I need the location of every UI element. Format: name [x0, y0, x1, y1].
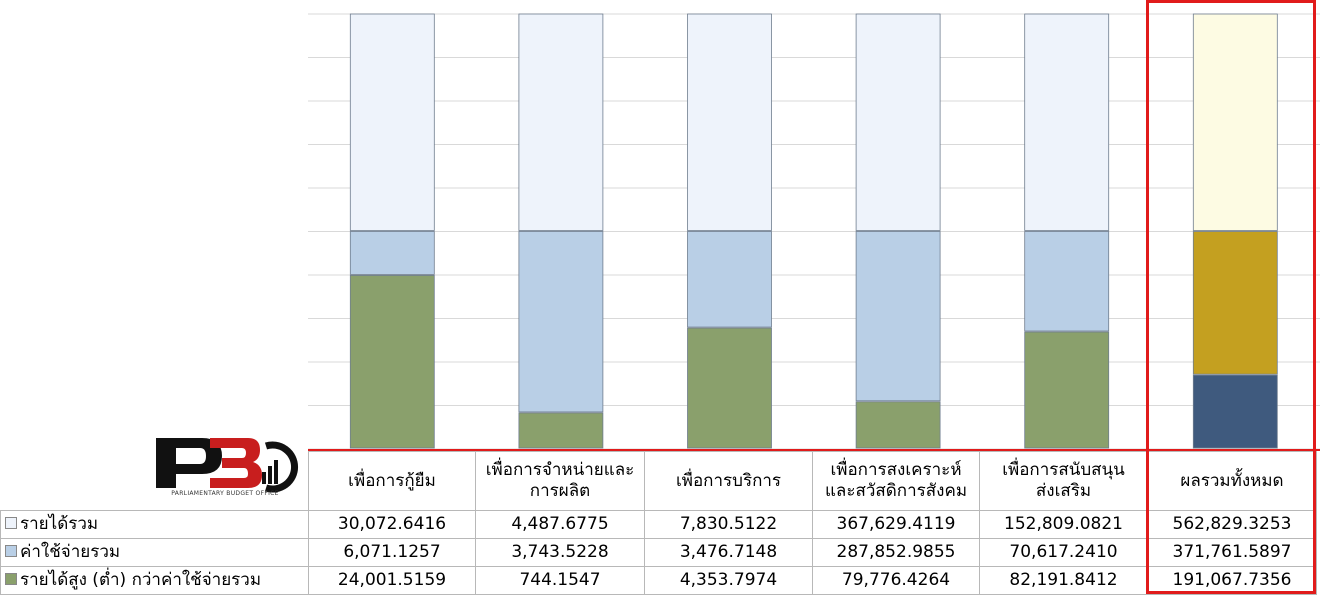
legend-swatch [5, 517, 17, 529]
table-cell: 562,829.3253 [1147, 510, 1317, 539]
bar-segment [687, 327, 772, 449]
legend-swatch [5, 545, 17, 557]
bar-segment [1024, 13, 1110, 231]
bar-segment [349, 13, 435, 231]
table-row: รายได้สูง (ต่ำ) กว่าค่าใช้จ่ายรวม 24,001… [0, 566, 1317, 595]
bar-segment [855, 231, 941, 402]
bar-segment [687, 13, 772, 231]
pbo-logo [156, 438, 299, 493]
table-cell: 70,617.2410 [979, 538, 1148, 567]
table-cell: 744.1547 [475, 566, 645, 595]
table-cell: 287,852.9855 [812, 538, 980, 567]
legend-label: ค่าใช้จ่ายรวม [0, 538, 309, 567]
table-cell: 152,809.0821 [979, 510, 1148, 539]
legend-swatch [5, 573, 17, 585]
table-cell: 4,353.7974 [644, 566, 813, 595]
table-cell: 6,071.1257 [308, 538, 476, 567]
bar-segment [1024, 331, 1110, 449]
table-cell: 7,830.5122 [644, 510, 813, 539]
table-cell: 30,072.6416 [308, 510, 476, 539]
table-cell: 4,487.6775 [475, 510, 645, 539]
data-table: เพื่อการกู้ยืม เพื่อการจำหน่ายและ การผลิต… [0, 451, 1317, 595]
table-cell: 367,629.4119 [812, 510, 980, 539]
stacked-bar-chart [308, 13, 1320, 450]
legend-label: รายได้รวม [0, 510, 309, 539]
table-cell: 82,191.8412 [979, 566, 1148, 595]
table-cell: 371,761.5897 [1147, 538, 1317, 567]
category-header: เพื่อการสนับสนุน ส่งเสริม [979, 451, 1148, 511]
category-header: ผลรวมทั้งหมด [1147, 451, 1317, 511]
bar-segment [687, 231, 772, 328]
bar-segment [518, 231, 604, 413]
category-header: เพื่อการกู้ยืม [308, 451, 476, 511]
table-cell: 3,743.5228 [475, 538, 645, 567]
table-cell: 79,776.4264 [812, 566, 980, 595]
table-cell: 191,067.7356 [1147, 566, 1317, 595]
bar-segment [518, 412, 604, 449]
legend-label: รายได้สูง (ต่ำ) กว่าค่าใช้จ่ายรวม [0, 566, 309, 595]
plot-baseline [308, 449, 1320, 451]
table-cell: 3,476.7148 [644, 538, 813, 567]
bar-segment [518, 13, 604, 231]
bar-segment [855, 401, 941, 449]
bar-segment [1024, 231, 1110, 332]
logo-caption: PARLIAMENTARY BUDGET OFFICE [171, 490, 279, 497]
table-row: รายได้รวม 30,072.6416 4,487.6775 7,830.5… [0, 510, 1317, 539]
bar-segment [349, 231, 435, 275]
category-header: เพื่อการบริการ [644, 451, 813, 511]
table-row: ค่าใช้จ่ายรวม 6,071.1257 3,743.5228 3,47… [0, 538, 1317, 567]
bar-segment [1192, 374, 1278, 449]
table-corner [1, 452, 309, 511]
bar-segment [1192, 231, 1278, 375]
table-header-row: เพื่อการกู้ยืม เพื่อการจำหน่ายและ การผลิต… [1, 451, 1317, 511]
table-cell: 24,001.5159 [308, 566, 476, 595]
bar-segment [855, 13, 941, 231]
bar-segment [1192, 13, 1278, 231]
bar-segment [349, 275, 435, 449]
category-header: เพื่อการสงเคราะห์ และสวัสดิการสังคม [812, 451, 980, 511]
category-header: เพื่อการจำหน่ายและ การผลิต [475, 451, 645, 511]
